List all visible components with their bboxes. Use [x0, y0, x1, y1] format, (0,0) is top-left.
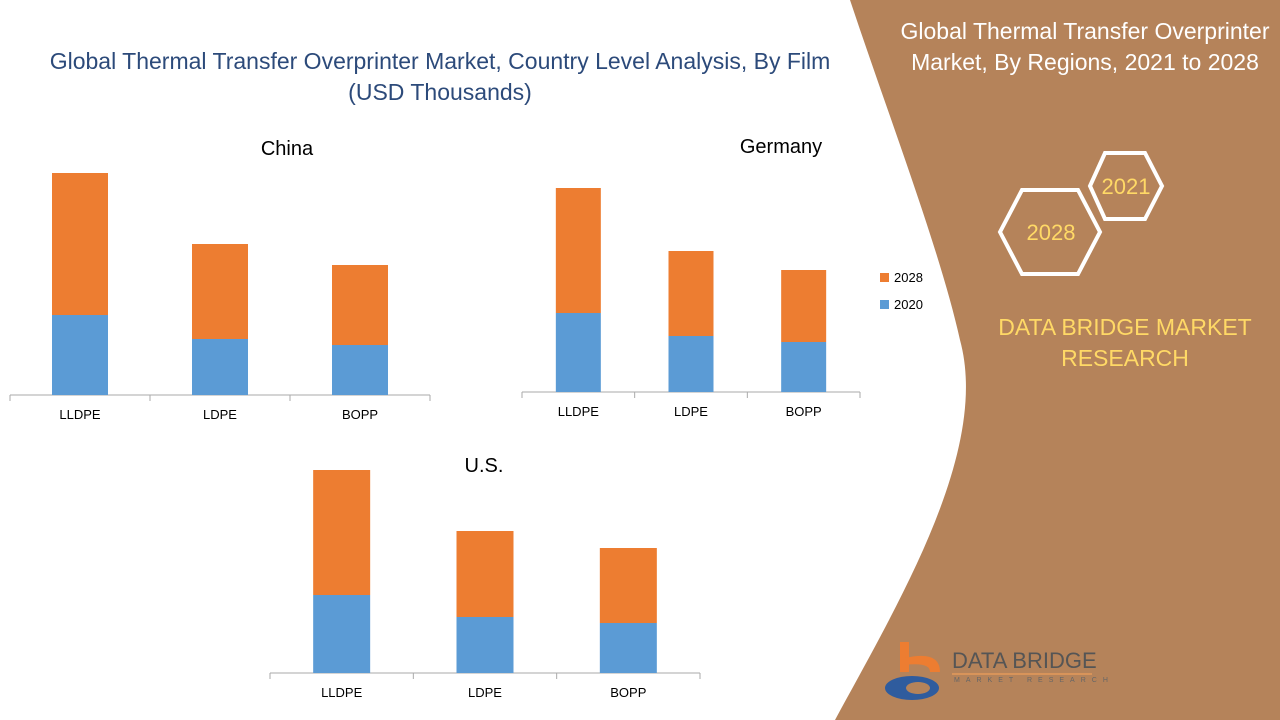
x-tick-label: LLDPE: [59, 407, 101, 422]
chart-title: Germany: [740, 136, 822, 158]
hex-label-2028: 2028: [1027, 220, 1076, 245]
legend-swatch-2028: [880, 273, 889, 282]
logo-icon: [885, 642, 940, 700]
bar-lldpe-2028: [313, 470, 371, 595]
side-panel: [835, 0, 1280, 720]
x-tick-label: LDPE: [674, 404, 708, 419]
hexagon-2028: [997, 188, 1103, 276]
brand-name: DATA BRIDGE MARKET RESEARCH: [998, 314, 1252, 371]
bar-ldpe-2028: [456, 531, 514, 617]
bar-lldpe-2020: [52, 315, 108, 395]
legend-label-2028: 2028: [894, 270, 923, 285]
hex-label-2021: 2021: [1102, 174, 1151, 199]
bar-ldpe-2028: [192, 244, 248, 339]
chart-germany: Germany LLDPE LDPE BOPP 2028 2020: [521, 136, 923, 419]
x-tick-label: LLDPE: [321, 685, 363, 700]
bar-bopp-2020: [332, 345, 388, 395]
bar-bopp-2020: [599, 623, 657, 673]
hexagon-2021: [1087, 151, 1165, 221]
legend-label-2020: 2020: [894, 297, 923, 312]
logo-text: DATA BRIDGE: [952, 648, 1097, 673]
chart-china: China LLDPE LDPE BOPP: [9, 138, 431, 422]
bar-bopp-2020: [781, 342, 827, 392]
x-tick-label: BOPP: [342, 407, 378, 422]
x-tick-label: BOPP: [786, 404, 822, 419]
chart-us: U.S. LLDPE LDPE BOPP: [269, 455, 701, 700]
logo-subtext: MARKET RESEARCH: [954, 677, 1114, 684]
bar-bopp-2028: [599, 548, 657, 623]
bar-bopp-2028: [332, 265, 388, 345]
bar-ldpe-2020: [668, 336, 714, 392]
bar-ldpe-2020: [456, 617, 514, 673]
x-tick-label: LDPE: [468, 685, 502, 700]
bar-ldpe-2028: [668, 251, 714, 336]
chart-title: U.S.: [465, 455, 504, 477]
page-title: Global Thermal Transfer Overprinter Mark…: [49, 48, 831, 105]
bar-lldpe-2020: [313, 595, 371, 673]
legend-swatch-2020: [880, 300, 889, 309]
bar-lldpe-2028: [52, 173, 108, 315]
x-tick-label: LLDPE: [558, 404, 600, 419]
bar-lldpe-2020: [555, 313, 601, 392]
side-panel-title: Global Thermal Transfer Overprinter Mark…: [900, 18, 1270, 75]
chart-title: China: [261, 138, 314, 160]
x-tick-label: BOPP: [610, 685, 646, 700]
bar-lldpe-2028: [555, 188, 601, 313]
x-tick-label: LDPE: [203, 407, 237, 422]
bar-bopp-2028: [781, 270, 827, 342]
bar-ldpe-2020: [192, 339, 248, 395]
